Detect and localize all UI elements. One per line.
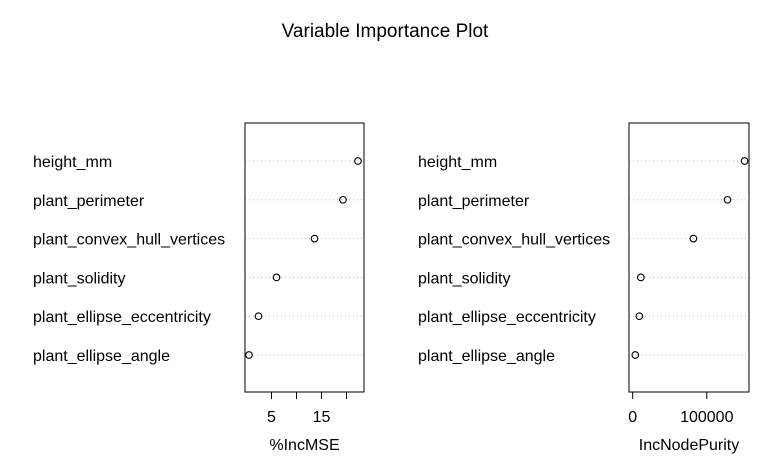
category-label: plant_perimeter xyxy=(418,193,530,210)
plot-frame xyxy=(628,122,750,393)
category-label: height_mm xyxy=(418,154,497,171)
data-point xyxy=(740,157,749,165)
data-point xyxy=(689,234,698,243)
x-axis-title: IncNodePurity xyxy=(639,437,740,454)
plot-frame xyxy=(244,122,365,393)
x-axis-title: %IncMSE xyxy=(269,437,339,454)
data-point xyxy=(245,351,253,359)
category-label: plant_solidity xyxy=(33,270,126,287)
data-point xyxy=(254,312,263,321)
category-label: height_mm xyxy=(33,154,112,171)
data-point xyxy=(272,273,281,282)
category-label: plant_solidity xyxy=(418,270,511,287)
category-label: plant_perimeter xyxy=(33,193,145,210)
category-label: plant_convex_hull_vertices xyxy=(33,232,225,249)
x-tick-label: 100000 xyxy=(680,409,733,426)
x-tick-label: 15 xyxy=(313,409,331,426)
chart-title: Variable Importance Plot xyxy=(282,21,489,42)
data-point xyxy=(310,234,319,243)
data-point xyxy=(637,273,645,282)
category-label: plant_convex_hull_vertices xyxy=(418,232,610,249)
category-label: plant_ellipse_eccentricity xyxy=(418,309,596,326)
category-label: plant_ellipse_eccentricity xyxy=(33,309,211,326)
data-point xyxy=(631,351,640,359)
x-tick-label: 5 xyxy=(267,409,276,426)
category-label: plant_ellipse_angle xyxy=(418,348,555,365)
x-tick-label: 0 xyxy=(628,409,637,426)
data-point xyxy=(635,312,644,321)
data-point xyxy=(723,195,732,204)
data-point xyxy=(354,157,362,165)
importance-panel-2: height_mm plant_perimeter plant_convex_hul… xyxy=(418,122,750,454)
category-label: plant_ellipse_angle xyxy=(33,348,170,365)
data-point xyxy=(339,195,347,204)
importance-panel-1: height_mm plant_perimeter plant_convex_hul… xyxy=(33,122,365,454)
